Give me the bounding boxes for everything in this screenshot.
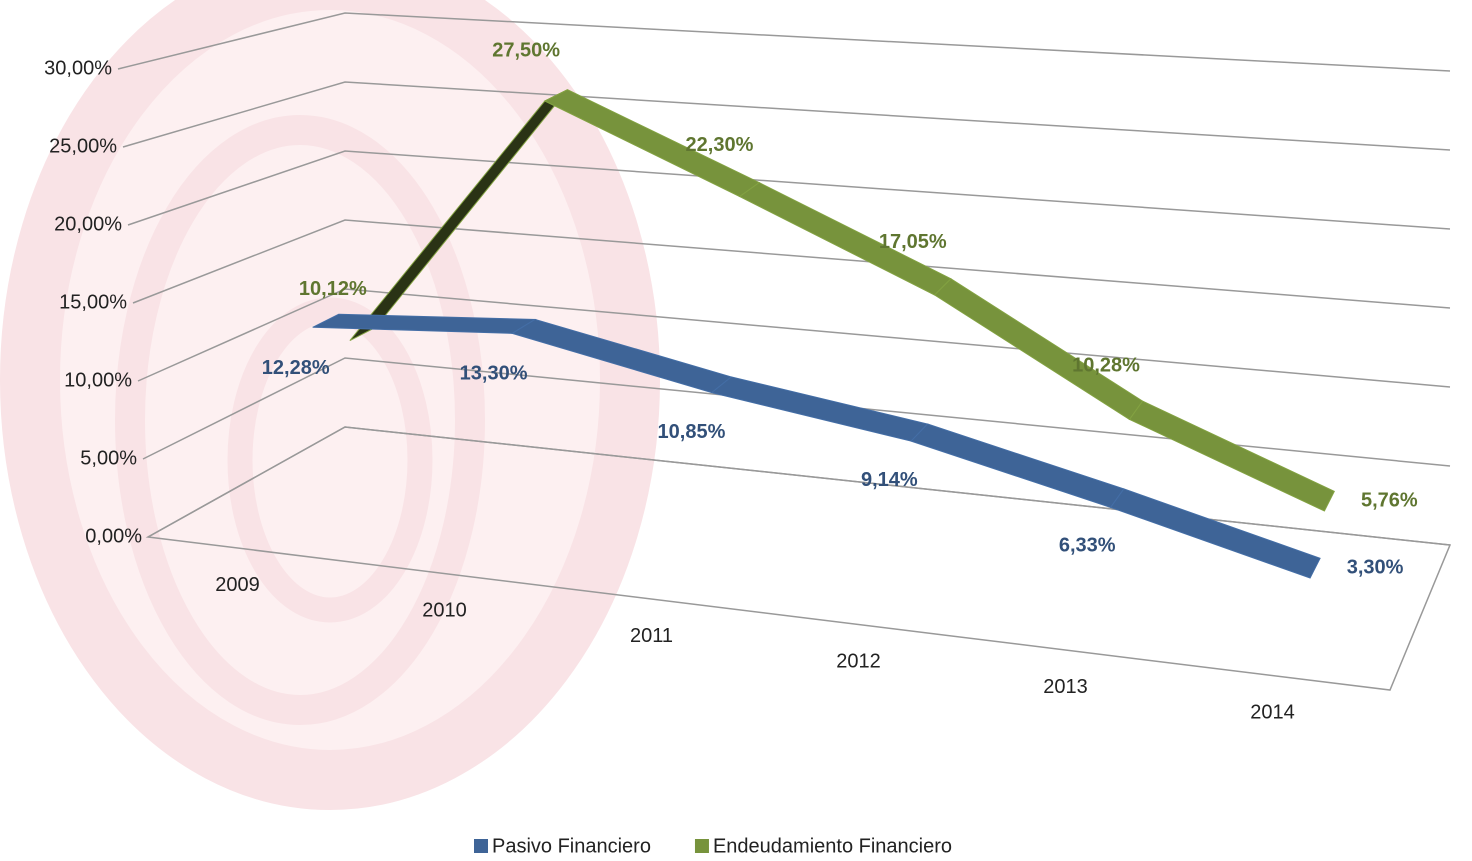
y-tick-label: 15,00% <box>59 291 127 313</box>
grid-line <box>132 219 1451 309</box>
grid-line <box>122 81 1451 151</box>
ribbon-segment <box>933 278 1144 421</box>
legend-swatch <box>474 839 488 853</box>
data-label: 10,28% <box>1072 355 1140 377</box>
y-tick-label: 10,00% <box>64 369 132 391</box>
legend-swatch <box>694 839 709 853</box>
grid-line <box>137 288 1451 388</box>
grid-line <box>147 426 1451 546</box>
data-label: 3,30% <box>1347 556 1404 578</box>
grid-line <box>127 150 1451 230</box>
data-label: 17,05% <box>879 231 947 253</box>
grid-line <box>117 12 1451 72</box>
x-tick-label: 2013 <box>1043 676 1088 698</box>
data-label: 9,14% <box>861 469 918 491</box>
data-label: 22,30% <box>686 134 754 156</box>
y-tick-label: 30,00% <box>44 57 112 79</box>
y-tick-label: 0,00% <box>85 525 142 547</box>
legend-label: Endeudamiento Financiero <box>713 835 952 857</box>
x-tick-label: 2010 <box>422 600 467 622</box>
y-tick-label: 5,00% <box>80 447 137 469</box>
ribbon-segment <box>1109 488 1321 579</box>
grid-line <box>142 357 1451 467</box>
x-tick-label: 2011 <box>630 625 673 647</box>
y-tick-label: 20,00% <box>54 213 122 235</box>
ribbon-segment <box>910 423 1125 508</box>
data-label: 5,76% <box>1361 489 1418 511</box>
data-label: 10,85% <box>658 421 726 443</box>
data-label: 10,12% <box>299 278 367 300</box>
data-label: 13,30% <box>460 363 528 385</box>
data-label: 6,33% <box>1059 534 1116 556</box>
legend-label: Pasivo Financiero <box>492 835 651 857</box>
ribbon-segment <box>710 376 929 442</box>
plot: 0,00% 5,00% 10,00% 15,00% 20,00% 25,00% 30,00%… <box>44 12 1452 857</box>
data-label: 27,50% <box>492 40 560 62</box>
data-label: 12,28% <box>262 357 330 379</box>
x-tick-label: 2009 <box>215 574 260 596</box>
y-tick-label: 25,00% <box>49 135 117 157</box>
x-tick-label: 2014 <box>1250 702 1295 724</box>
x-tick-label: 2012 <box>836 651 881 673</box>
ribbon-segment <box>1128 400 1335 512</box>
